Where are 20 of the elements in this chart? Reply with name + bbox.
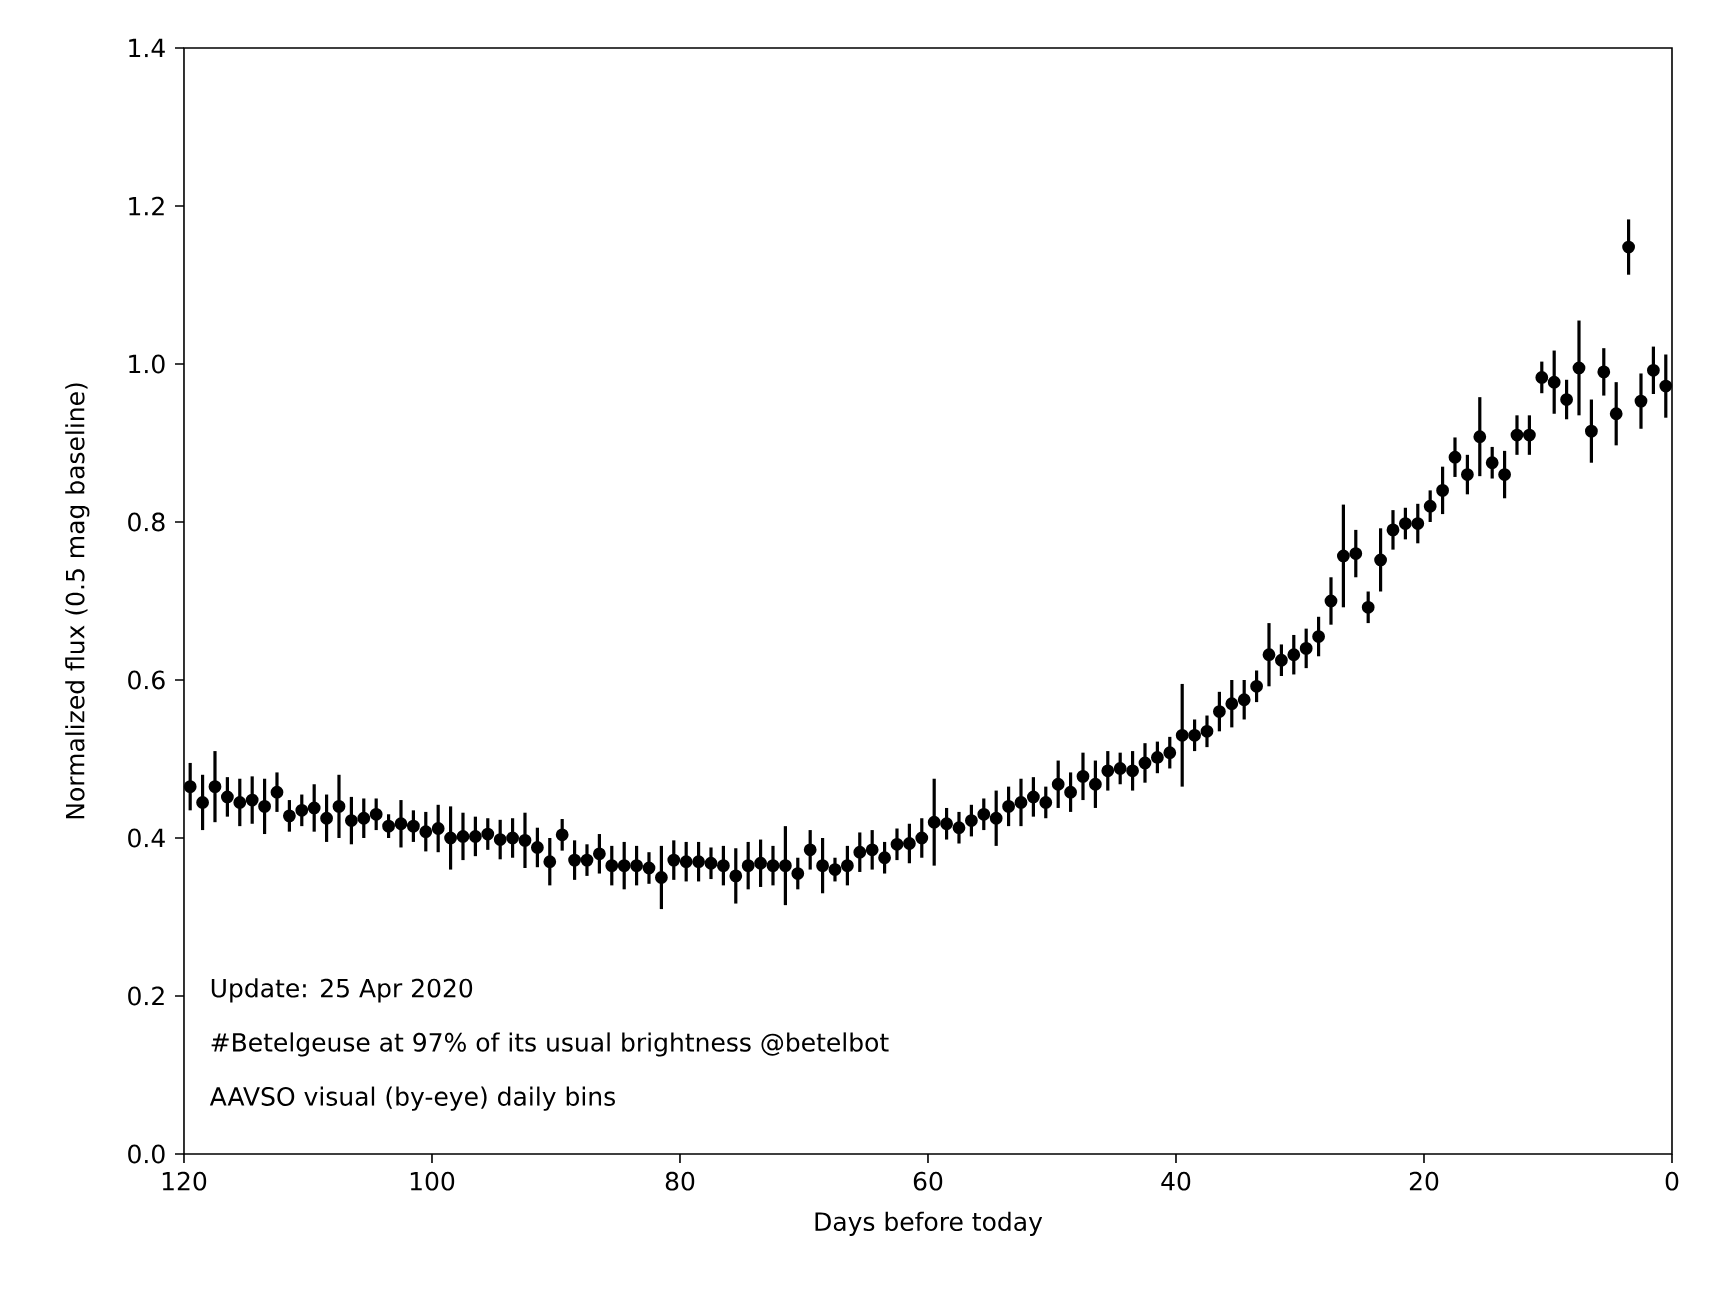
y-tick-label: 0.2 bbox=[128, 986, 164, 1006]
x-axis-title: Days before today bbox=[815, 1211, 1043, 1236]
y-tick-label: 0.4 bbox=[128, 828, 165, 848]
y-tick-label: 1.2 bbox=[129, 196, 164, 216]
y-tick-label: 0.6 bbox=[128, 670, 165, 690]
y-tick-label: 0.8 bbox=[128, 512, 165, 532]
x-tick-label: 60 bbox=[913, 1171, 943, 1191]
y-tick-label: 0.0 bbox=[128, 1144, 165, 1164]
y-axis-title: Normalized flux (0.5 mag baseline) bbox=[65, 383, 90, 819]
x-tick-label: 40 bbox=[1161, 1171, 1191, 1191]
y-tick-label: 1.0 bbox=[129, 354, 165, 374]
x-tick-label: 0 bbox=[1665, 1171, 1679, 1191]
annotation: #Betelgeuse at 97% of its usual brightness @betelbot bbox=[211, 1032, 889, 1057]
x-tick-label: 100 bbox=[410, 1171, 455, 1191]
x-tick-label: 120 bbox=[162, 1171, 207, 1191]
annotation: Update: 25 Apr 2020 bbox=[211, 978, 473, 1003]
x-tick-label: 80 bbox=[665, 1171, 695, 1191]
x-tick-label: 20 bbox=[1409, 1171, 1439, 1191]
annotation: AAVSO visual (by-eye) daily bins bbox=[209, 1086, 615, 1111]
y-tick-label: 1.4 bbox=[129, 38, 165, 58]
